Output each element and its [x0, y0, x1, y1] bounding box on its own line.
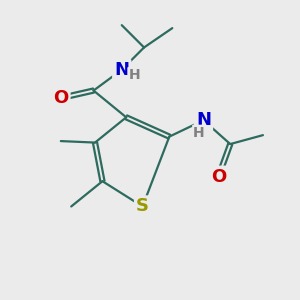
- Text: N: N: [114, 61, 129, 79]
- Text: S: S: [136, 197, 149, 215]
- Text: O: O: [53, 89, 68, 107]
- Text: N: N: [196, 111, 211, 129]
- Text: H: H: [128, 68, 140, 82]
- Text: O: O: [211, 168, 226, 186]
- Text: H: H: [193, 126, 205, 140]
